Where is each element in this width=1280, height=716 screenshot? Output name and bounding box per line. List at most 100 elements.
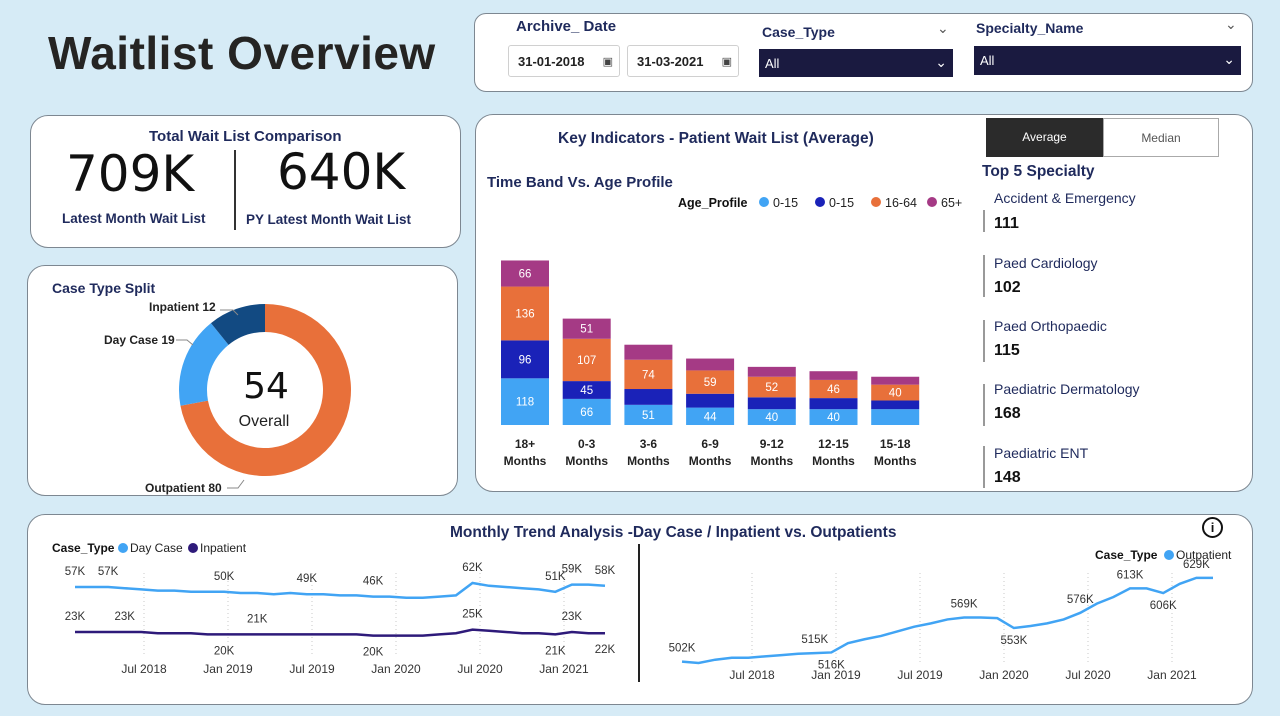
x-tick-label: Jul 2018 [121, 662, 167, 676]
legend-item: Outpatient [1176, 548, 1232, 562]
bar-data-label: 74 [642, 369, 655, 381]
bar-data-label: 51 [642, 410, 655, 422]
donut-slice-day-case[interactable] [179, 323, 229, 406]
donut-center-value: 54 [243, 366, 289, 407]
bar-segment[interactable] [562, 398, 611, 425]
trend-divider [638, 544, 640, 682]
date-from-value: 31-01-2018 [518, 54, 585, 69]
bar-tick-label: 0-3 [578, 437, 596, 451]
donut-label-outpatient: Outpatient 80 [145, 481, 222, 495]
bar-data-label: 66 [580, 407, 593, 419]
legend-dot [188, 543, 198, 553]
bar-segment[interactable] [871, 384, 920, 401]
calendar-icon[interactable]: ▣ [721, 56, 732, 68]
bar-data-label: 59 [704, 377, 717, 389]
average-toggle[interactable]: Average [986, 118, 1103, 157]
point-data-label: 553K [1000, 635, 1027, 647]
bar-segment[interactable] [624, 389, 673, 405]
point-data-label: 606K [1150, 600, 1177, 612]
specialty-name: Paed Orthopaedic [994, 318, 1107, 334]
point-data-label: 23K [65, 611, 86, 623]
bar-segment[interactable] [809, 379, 858, 399]
spec-divider [983, 446, 985, 488]
bar-segment[interactable] [624, 404, 673, 425]
spec-divider [983, 210, 985, 232]
bar-segment[interactable] [501, 340, 549, 379]
bar-segment[interactable] [871, 376, 920, 385]
x-tick-label: Jul 2020 [457, 662, 503, 676]
point-data-label: 516K [818, 659, 845, 671]
bar-tick-label: 3-6 [640, 437, 658, 451]
latest-month-label: Latest Month Wait List [62, 211, 206, 226]
date-to-input[interactable]: 31-03-2021 ▣ [627, 45, 739, 77]
bar-segment[interactable] [562, 381, 611, 399]
bar-tick-label: Months [689, 454, 732, 468]
point-data-label: 21K [545, 645, 566, 657]
point-data-label: 25K [462, 609, 483, 621]
trend-chart-right: Case_Type Outpatient Jul 2018 Jan 2019 Jul… [669, 548, 1232, 682]
specialty-value: All [980, 53, 995, 68]
monthly-trend-card [27, 514, 1253, 705]
point-data-label: 629K [1183, 559, 1210, 571]
bar-segment[interactable] [747, 409, 796, 425]
x-tick-label: Jan 2020 [371, 662, 421, 676]
bar-segment[interactable] [747, 397, 796, 410]
donut-chart: 54 Overall Inpatient 12 Day Case 19 Outp… [104, 300, 351, 495]
x-tick-label: Jul 2020 [1065, 668, 1111, 682]
bar-segment[interactable] [624, 344, 673, 360]
bar-tick-label: 18+ [515, 437, 535, 451]
bar-tick-label: Months [504, 454, 547, 468]
bar-segment[interactable] [501, 378, 549, 425]
bar-data-label: 52 [765, 382, 778, 394]
py-latest-month-value: 640K [277, 143, 406, 201]
bar-segment[interactable] [809, 409, 858, 425]
point-data-label: 20K [214, 645, 235, 657]
date-to-value: 31-03-2021 [637, 54, 704, 69]
legend-dot [759, 197, 769, 207]
bar-segment[interactable] [809, 398, 858, 410]
bar-segment[interactable] [871, 409, 920, 425]
info-icon[interactable]: i [1202, 517, 1223, 538]
bar-segment[interactable] [747, 376, 796, 398]
legend-title: Age_Profile [678, 196, 748, 210]
bar-segment[interactable] [747, 366, 796, 377]
legend-item: Day Case [130, 541, 183, 555]
bar-segment[interactable] [686, 407, 735, 425]
specialty-value: 111 [994, 215, 1019, 232]
donut-slice-inpatient[interactable] [210, 304, 265, 345]
x-tick-label: Jul 2018 [729, 668, 775, 682]
bar-segment[interactable] [871, 400, 920, 410]
median-toggle[interactable]: Median [1103, 118, 1219, 157]
legend-dot [118, 543, 128, 553]
bar-data-label: 40 [765, 412, 778, 424]
bar-segment[interactable] [501, 260, 549, 287]
point-data-label: 23K [562, 611, 583, 623]
bar-segment[interactable] [562, 338, 611, 382]
specialty-name: Paediatric Dermatology [994, 381, 1140, 397]
archive-date-label: Archive_ Date [516, 18, 617, 35]
bar-segment[interactable] [624, 359, 673, 390]
bar-tick-label: 6-9 [701, 437, 719, 451]
chevron-down-icon[interactable]: ⌄ [1225, 16, 1237, 32]
series-line[interactable] [75, 581, 606, 600]
bar-segment[interactable] [809, 371, 858, 380]
date-from-input[interactable]: 31-01-2018 ▣ [508, 45, 620, 77]
chevron-down-icon[interactable]: ⌄ [937, 20, 949, 36]
point-data-label: 51K [545, 571, 566, 583]
bar-segment[interactable] [686, 370, 735, 394]
latest-month-value: 709K [66, 145, 195, 203]
point-data-label: 576K [1067, 594, 1094, 606]
bar-segment[interactable] [562, 318, 611, 339]
specialty-dropdown[interactable]: All ⌄ [974, 46, 1241, 75]
bar-data-label: 46 [827, 384, 840, 396]
legend-item: 0-15 [829, 196, 854, 210]
bar-segment[interactable] [686, 358, 735, 371]
calendar-icon[interactable]: ▣ [602, 56, 613, 68]
donut-slice-outpatient[interactable] [180, 304, 351, 476]
series-line[interactable] [681, 576, 1213, 665]
bar-segment[interactable] [686, 393, 735, 408]
case-type-dropdown[interactable]: All ⌄ [759, 49, 953, 77]
bar-segment[interactable] [501, 286, 549, 341]
series-line[interactable] [75, 628, 605, 637]
trend-title: Monthly Trend Analysis -Day Case / Inpat… [450, 524, 897, 541]
